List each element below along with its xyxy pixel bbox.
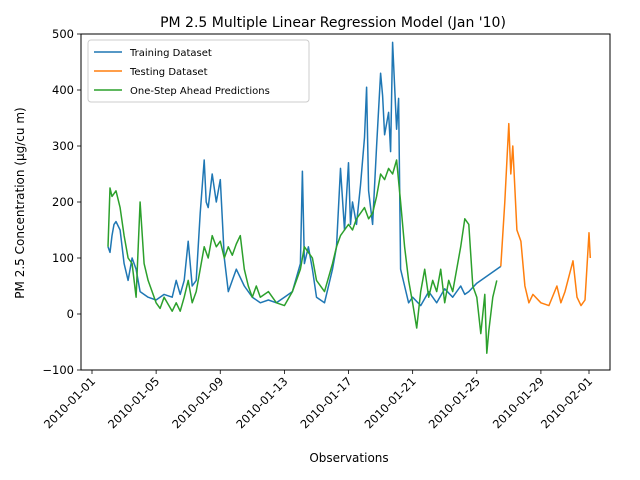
x-tick-label: 2010-01-05 (105, 374, 162, 431)
x-tick-label: 2010-01-13 (233, 374, 290, 431)
y-tick-label: 300 (52, 139, 74, 153)
plot-lines (107, 41, 592, 354)
x-tick-label: 2010-01-09 (169, 374, 226, 431)
plot-frame (80, 33, 611, 371)
series-line-one-step-ahead-predictions (107, 159, 498, 354)
series-line-training-dataset (107, 41, 502, 307)
x-tick-label: 2010-01-25 (426, 374, 483, 431)
x-axis-ticks: 2010-01-01 2010-01-05 2010-01-09 2010-01-13… (41, 370, 595, 431)
x-tick-label: 2010-01-01 (41, 374, 98, 431)
x-tick-label: 2010-01-17 (297, 374, 354, 431)
x-tick-label: 2010-01-21 (362, 374, 419, 431)
x-tick-label: 2010-02-01 (538, 374, 595, 431)
legend-box (87, 39, 310, 103)
legend-label-testing: Testing Dataset (129, 67, 208, 78)
y-tick-label: −100 (42, 363, 74, 377)
y-tick-label: 400 (52, 83, 74, 97)
y-tick-label: 500 (52, 27, 74, 41)
legend-label-training: Training Dataset (129, 48, 212, 59)
y-tick-label: 0 (67, 307, 74, 321)
y-axis-label: PM 2.5 Concentration (µg/cu m) (13, 107, 27, 298)
series-line-testing-dataset (500, 122, 592, 307)
y-tick-label: 100 (52, 251, 74, 265)
x-axis-label: Observations (309, 451, 388, 465)
y-tick-label: 200 (52, 195, 74, 209)
legend: Training Dataset Testing Dataset One-Ste… (87, 39, 310, 103)
chart-title: PM 2.5 Multiple Linear Regression Model … (160, 15, 506, 31)
legend-label-predictions: One-Step Ahead Predictions (130, 86, 270, 97)
y-axis-ticks: −100 0 100 200 300 400 500 (42, 27, 81, 377)
